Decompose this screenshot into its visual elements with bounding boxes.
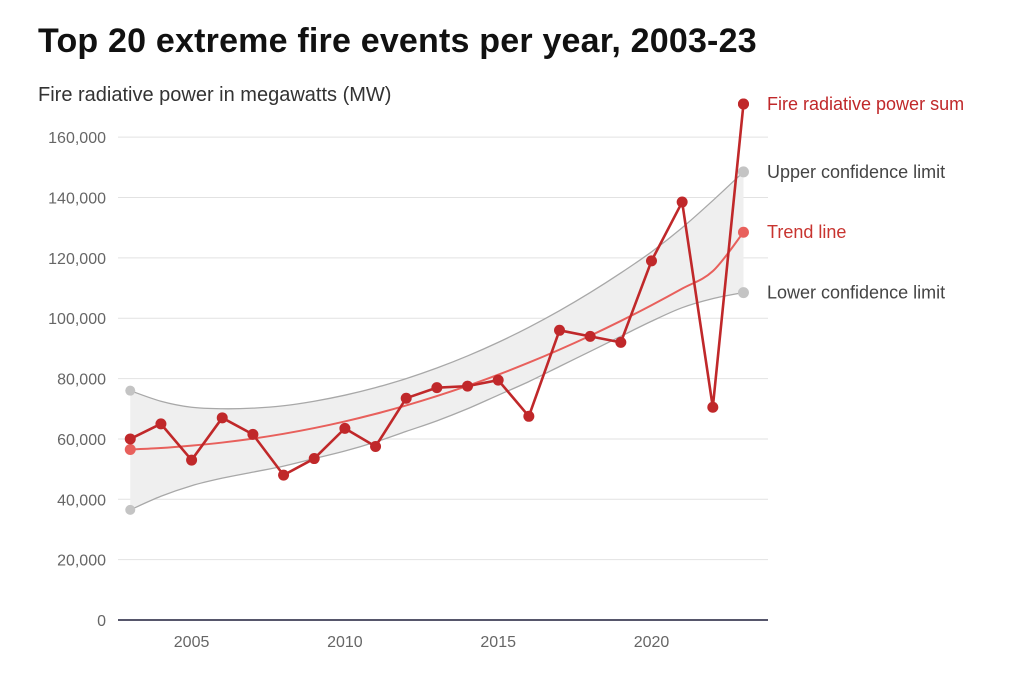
- trend-line: [130, 231, 745, 451]
- lower-confidence-start-point: [125, 504, 136, 515]
- y-tick-label: 100,000: [48, 311, 106, 328]
- frp-sum-point: [278, 469, 290, 481]
- trend-start-point: [124, 444, 136, 456]
- marker-layer: [124, 98, 749, 515]
- y-tick-label: 0: [97, 613, 106, 630]
- frp-sum-point: [492, 374, 504, 386]
- upper-confidence-line: [130, 171, 744, 410]
- y-tick-label: 120,000: [48, 251, 106, 268]
- x-tick-label: 2005: [174, 634, 210, 651]
- frp-sum-point: [707, 401, 719, 413]
- upper-confidence-start-point: [125, 385, 136, 396]
- x-tick-label: 2015: [480, 634, 516, 651]
- legend-label-frp-sum: Fire radiative power sum: [767, 94, 964, 114]
- upper-confidence-end-point: [737, 166, 749, 178]
- confidence-band-layer: [130, 171, 744, 510]
- grid-layer: [118, 136, 768, 561]
- x-tick-label: 2010: [327, 634, 363, 651]
- frp-sum-point: [186, 454, 198, 466]
- y-tick-label: 160,000: [48, 130, 106, 147]
- lower-confidence-end-point: [737, 287, 749, 299]
- chart-subtitle: Fire radiative power in megawatts (MW): [38, 84, 392, 106]
- legend-label-lower-confidence: Lower confidence limit: [767, 283, 945, 303]
- frp-sum-point: [462, 380, 474, 392]
- frp-sum-point: [554, 324, 566, 336]
- frp-sum-point: [247, 428, 259, 440]
- y-tick-label: 80,000: [57, 372, 106, 389]
- frp-sum-point: [370, 440, 382, 452]
- legend-label-trend: Trend line: [767, 222, 846, 242]
- trend-end-point: [737, 226, 749, 238]
- chart-title: Top 20 extreme fire events per year, 200…: [38, 22, 757, 60]
- frp-sum-point: [216, 412, 228, 424]
- frp-sum-point: [339, 422, 351, 434]
- frp-sum-point: [645, 255, 657, 267]
- x-tick-label: 2020: [634, 634, 670, 651]
- lower-confidence-line: [130, 291, 744, 511]
- frp-sum-point: [400, 392, 412, 404]
- y-tick-label: 20,000: [57, 553, 106, 570]
- frp-sum-end-point: [737, 98, 749, 110]
- axis-layer: 0 20,000 40,000 60,000 80,000 100,000 120,000 1…: [48, 130, 768, 651]
- frp-sum-point: [431, 382, 443, 394]
- legend-label-upper-confidence: Upper confidence limit: [767, 162, 945, 182]
- frp-sum-point: [615, 336, 627, 348]
- y-tick-label: 140,000: [48, 191, 106, 208]
- y-tick-label: 40,000: [57, 492, 106, 509]
- frp-sum-point: [676, 196, 688, 208]
- y-tick-label: 60,000: [57, 432, 106, 449]
- confidence-band: [130, 171, 744, 510]
- frp-sum-point: [155, 418, 167, 430]
- frp-sum-point: [584, 330, 596, 342]
- frp-sum-point: [124, 433, 136, 445]
- frp-sum-point: [523, 410, 535, 422]
- frp-sum-point: [308, 453, 320, 465]
- legend-layer: Fire radiative power sum Upper confidence…: [737, 94, 964, 303]
